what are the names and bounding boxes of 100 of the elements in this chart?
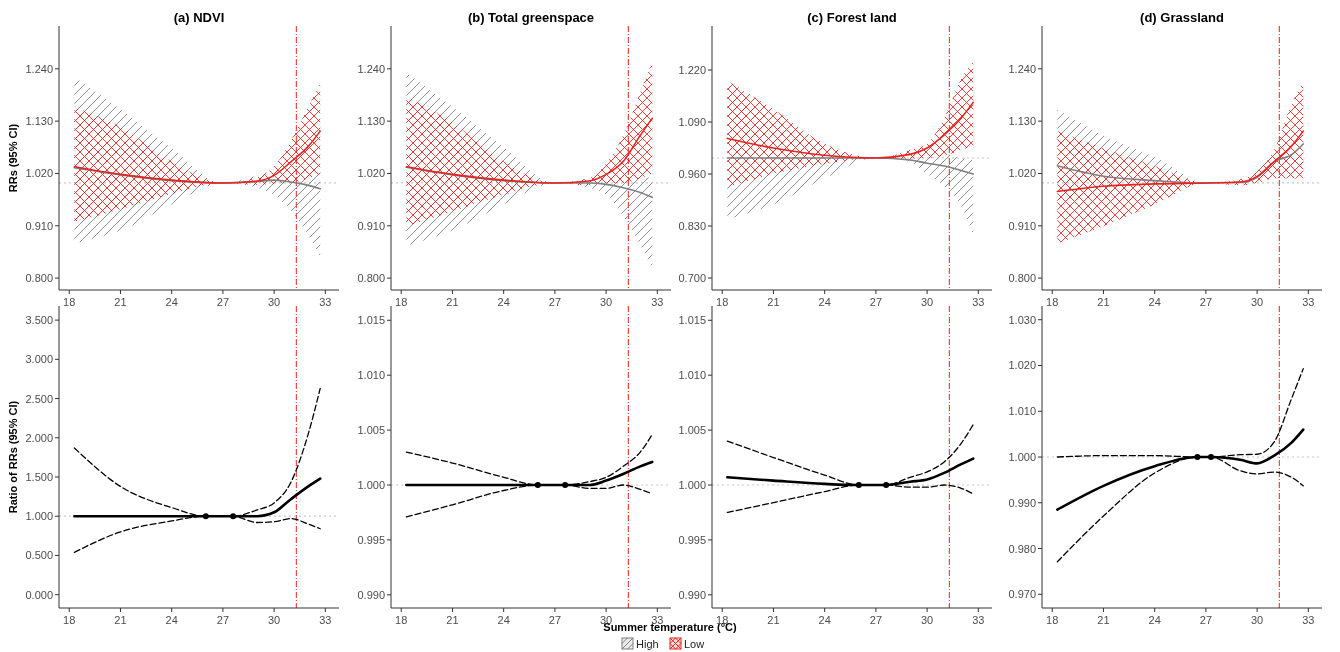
y-tick-label: 3.000 [25,353,53,366]
y-tick-label: 1.015 [357,314,385,327]
x-tick-label: 27 [216,614,230,626]
y-tick-label: 1.000 [357,479,385,491]
x-tick-label: 24 [165,296,178,308]
x-tick-label: 33 [972,296,985,308]
y-tick-label: 0.000 [25,588,53,601]
chart-title: (d) Grassland [1140,10,1224,25]
chart-title: (b) Total greenspace [467,10,595,25]
x-tick-label: 18 [63,296,76,308]
x-tick-label: 21 [114,614,127,626]
x-tick-label: 24 [1148,296,1161,308]
y-tick-label: 1.005 [357,424,385,437]
x-tick-label: 30 [1251,614,1264,626]
legend-label: Low [684,638,705,650]
x-tick-label: 27 [1199,296,1213,308]
y-tick-label: 0.910 [357,219,385,232]
x-tick-label: 21 [446,614,459,626]
x-tick-label: 21 [114,296,127,308]
x-tick-label: 27 [1199,614,1213,626]
x-tick-label: 18 [1046,614,1059,626]
y-tick-label: 0.800 [357,272,385,285]
x-tick-label: 27 [869,296,883,308]
x-tick-label: 18 [716,296,729,308]
x-tick-label: 18 [395,614,408,626]
x-tick-label: 33 [319,614,332,626]
x-tick-label: 24 [497,614,510,626]
y-tick-label: 2.500 [25,392,53,405]
y-tick-label: 0.995 [357,533,385,546]
y-tick-label: 0.980 [1008,542,1036,555]
y-tick-label: 1.000 [25,510,53,523]
y-tick-label: 1.010 [678,369,706,382]
y-tick-label: 1.020 [25,167,53,180]
y-tick-label: 0.990 [1008,496,1036,509]
y-tick-label: 1.240 [1008,62,1036,75]
x-tick-label: 33 [319,296,332,308]
x-tick-label: 24 [165,614,178,626]
y-tick-label: 0.995 [678,533,706,546]
y-tick-label: 0.700 [678,272,706,284]
y-tick-label: 0.990 [357,588,385,601]
y-tick-label: 0.910 [1008,219,1036,232]
y-axis-title: Ratio of RRs (95% CI) [7,400,19,514]
y-tick-label: 1.000 [1008,451,1036,463]
x-tick-label: 33 [1302,296,1315,308]
y-tick-label: 0.990 [678,588,706,601]
x-tick-label: 21 [767,614,780,626]
y-tick-label: 1.220 [678,64,706,76]
x-tick-label: 18 [63,614,76,626]
y-tick-label: 1.020 [1008,359,1036,372]
y-tick-label: 1.005 [678,424,706,437]
x-tick-label: 30 [921,296,934,308]
x-tick-label: 30 [268,296,281,308]
x-tick-label: 27 [548,614,562,626]
x-tick-label: 30 [268,614,281,626]
y-tick-label: 1.010 [357,369,385,382]
y-tick-label: 3.500 [25,314,53,327]
y-tick-label: 1.240 [357,62,385,75]
y-tick-label: 0.500 [25,549,53,562]
x-tick-label: 21 [1097,296,1110,308]
y-tick-label: 1.015 [678,314,706,327]
x-tick-label: 27 [548,296,562,308]
y-tick-label: 1.090 [678,116,706,128]
x-tick-label: 33 [972,614,985,626]
x-tick-label: 27 [216,296,230,308]
y-tick-label: 0.910 [25,219,53,232]
x-tick-label: 24 [818,614,831,626]
y-axis-title: RRs (95% CI) [7,123,19,193]
x-tick-label: 30 [600,296,613,308]
y-tick-label: 1.500 [25,471,53,483]
x-tick-label: 24 [1148,614,1161,626]
y-tick-label: 1.000 [678,479,706,491]
x-tick-label: 21 [1097,614,1110,626]
x-tick-label: 18 [1046,296,1059,308]
x-tick-label: 30 [921,614,934,626]
x-tick-label: 21 [446,296,459,308]
y-tick-label: 0.800 [1008,272,1036,285]
y-tick-label: 0.970 [1008,588,1036,601]
chart-title: (c) Forest land [807,10,897,25]
y-tick-label: 1.130 [357,115,385,128]
x-tick-label: 24 [818,296,831,308]
chart-title: (a) NDVI [173,10,225,25]
x-tick-label: 18 [395,296,408,308]
y-tick-label: 1.130 [25,115,53,128]
y-tick-label: 1.030 [1008,313,1036,326]
x-tick-label: 33 [1302,614,1315,626]
y-tick-label: 1.130 [1008,115,1036,128]
x-tick-label: 30 [1251,296,1264,308]
x-tick-label: 27 [869,614,883,626]
y-tick-label: 1.020 [357,167,385,180]
y-tick-label: 0.830 [678,220,706,232]
y-tick-label: 1.020 [1008,167,1036,180]
y-tick-label: 0.960 [678,168,706,180]
x-tick-label: 33 [651,296,664,308]
y-tick-label: 0.800 [25,272,53,285]
x-tick-label: 21 [767,296,780,308]
y-tick-label: 1.240 [25,62,53,75]
y-tick-label: 1.010 [1008,405,1036,418]
legend-label: High [636,638,659,650]
y-tick-label: 2.000 [25,431,53,444]
x-tick-label: 24 [497,296,510,308]
